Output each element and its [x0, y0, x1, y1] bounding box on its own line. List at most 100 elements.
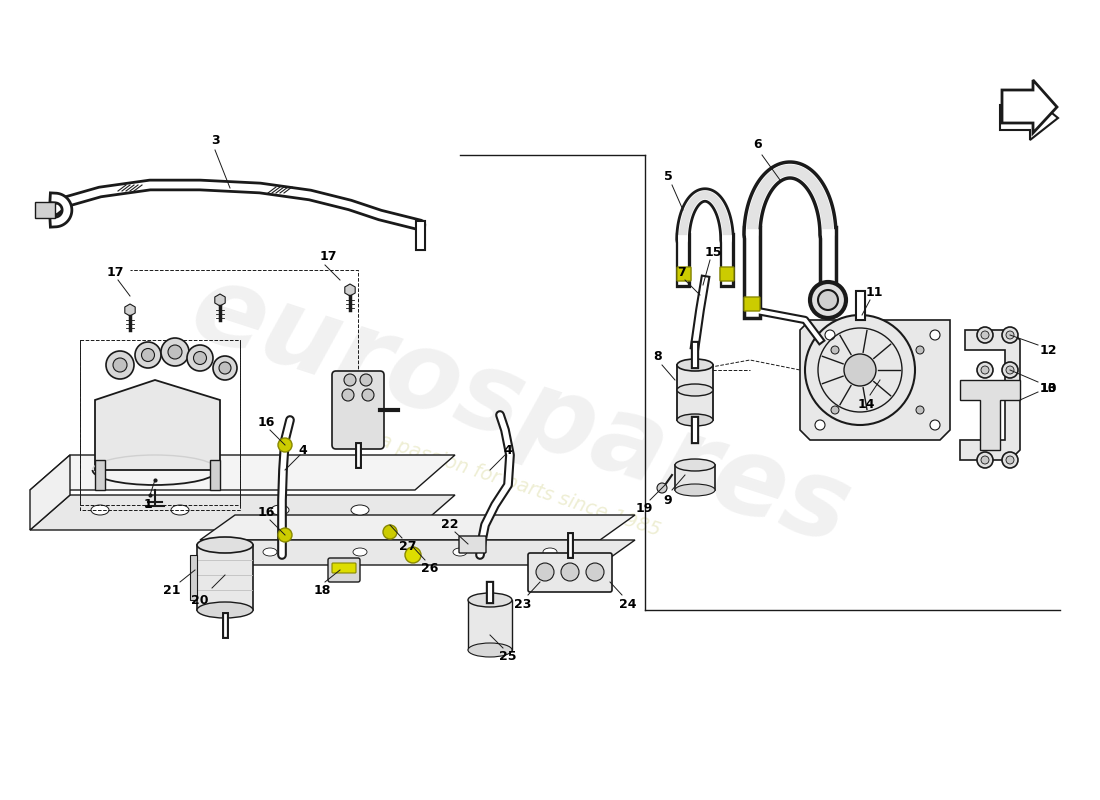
Text: 9: 9 [663, 494, 672, 506]
Polygon shape [960, 330, 1020, 460]
Ellipse shape [170, 505, 189, 515]
Ellipse shape [675, 459, 715, 471]
Ellipse shape [351, 505, 369, 515]
Text: 19: 19 [636, 502, 652, 514]
FancyBboxPatch shape [35, 202, 55, 218]
Circle shape [977, 327, 993, 343]
Polygon shape [124, 304, 135, 316]
Circle shape [106, 351, 134, 379]
Circle shape [360, 374, 372, 386]
Circle shape [135, 342, 161, 368]
Circle shape [278, 438, 292, 452]
Circle shape [810, 282, 846, 318]
Circle shape [213, 356, 236, 380]
Polygon shape [210, 460, 220, 490]
Polygon shape [30, 455, 70, 530]
Ellipse shape [353, 548, 367, 556]
Ellipse shape [676, 384, 713, 396]
Text: 14: 14 [857, 398, 874, 411]
FancyBboxPatch shape [332, 371, 384, 449]
Circle shape [405, 547, 421, 563]
Circle shape [1002, 362, 1018, 378]
Polygon shape [190, 555, 197, 600]
Circle shape [825, 330, 835, 340]
Text: 4: 4 [298, 443, 307, 457]
Circle shape [113, 358, 127, 372]
Polygon shape [95, 380, 220, 470]
Circle shape [818, 290, 838, 310]
Circle shape [362, 389, 374, 401]
Polygon shape [344, 284, 355, 296]
Circle shape [1006, 366, 1014, 374]
Polygon shape [30, 455, 455, 490]
Circle shape [383, 525, 397, 539]
Text: 18: 18 [314, 583, 331, 597]
Text: 5: 5 [663, 170, 672, 182]
Circle shape [586, 563, 604, 581]
Text: 16: 16 [257, 415, 275, 429]
Text: 3: 3 [211, 134, 219, 146]
Ellipse shape [468, 643, 512, 657]
Polygon shape [676, 365, 713, 420]
Ellipse shape [468, 593, 512, 607]
Text: 17: 17 [107, 266, 123, 278]
FancyBboxPatch shape [720, 267, 734, 281]
FancyBboxPatch shape [744, 297, 760, 311]
Circle shape [815, 420, 825, 430]
Text: 15: 15 [704, 246, 722, 258]
Circle shape [187, 345, 213, 371]
Circle shape [1002, 327, 1018, 343]
Text: 1: 1 [144, 498, 153, 511]
Polygon shape [95, 460, 104, 490]
Text: 26: 26 [421, 562, 439, 574]
Circle shape [344, 374, 356, 386]
Text: 12: 12 [1040, 343, 1057, 357]
Text: 11: 11 [866, 286, 882, 298]
Text: 27: 27 [399, 539, 417, 553]
Polygon shape [800, 320, 950, 440]
Text: 7: 7 [676, 266, 685, 278]
FancyBboxPatch shape [528, 553, 612, 592]
Text: 20: 20 [191, 594, 209, 606]
Polygon shape [1002, 80, 1057, 133]
Circle shape [830, 406, 839, 414]
Text: 13: 13 [1040, 382, 1057, 394]
Ellipse shape [676, 359, 713, 371]
Circle shape [805, 315, 915, 425]
Circle shape [916, 346, 924, 354]
FancyBboxPatch shape [459, 536, 486, 553]
Ellipse shape [271, 505, 289, 515]
Text: 16: 16 [257, 506, 275, 518]
Polygon shape [30, 495, 455, 530]
Polygon shape [200, 515, 635, 540]
Circle shape [142, 349, 154, 362]
Ellipse shape [675, 484, 715, 496]
Circle shape [278, 528, 292, 542]
Text: 24: 24 [619, 598, 637, 610]
Circle shape [981, 331, 989, 339]
Circle shape [981, 456, 989, 464]
Ellipse shape [197, 537, 253, 553]
FancyBboxPatch shape [328, 558, 360, 582]
Circle shape [161, 338, 189, 366]
Circle shape [916, 406, 924, 414]
Circle shape [977, 362, 993, 378]
Polygon shape [468, 600, 512, 650]
Circle shape [219, 362, 231, 374]
Polygon shape [675, 465, 715, 490]
Circle shape [561, 563, 579, 581]
Circle shape [977, 452, 993, 468]
Circle shape [342, 389, 354, 401]
Circle shape [844, 354, 876, 386]
Circle shape [1006, 331, 1014, 339]
Text: eurospares: eurospares [178, 254, 862, 566]
Text: a passion for parts since 1985: a passion for parts since 1985 [377, 430, 663, 539]
Ellipse shape [676, 414, 713, 426]
Text: 8: 8 [653, 350, 662, 363]
Circle shape [194, 351, 207, 365]
Circle shape [981, 366, 989, 374]
Circle shape [930, 420, 940, 430]
Ellipse shape [197, 602, 253, 618]
Polygon shape [200, 540, 635, 565]
Circle shape [1006, 456, 1014, 464]
